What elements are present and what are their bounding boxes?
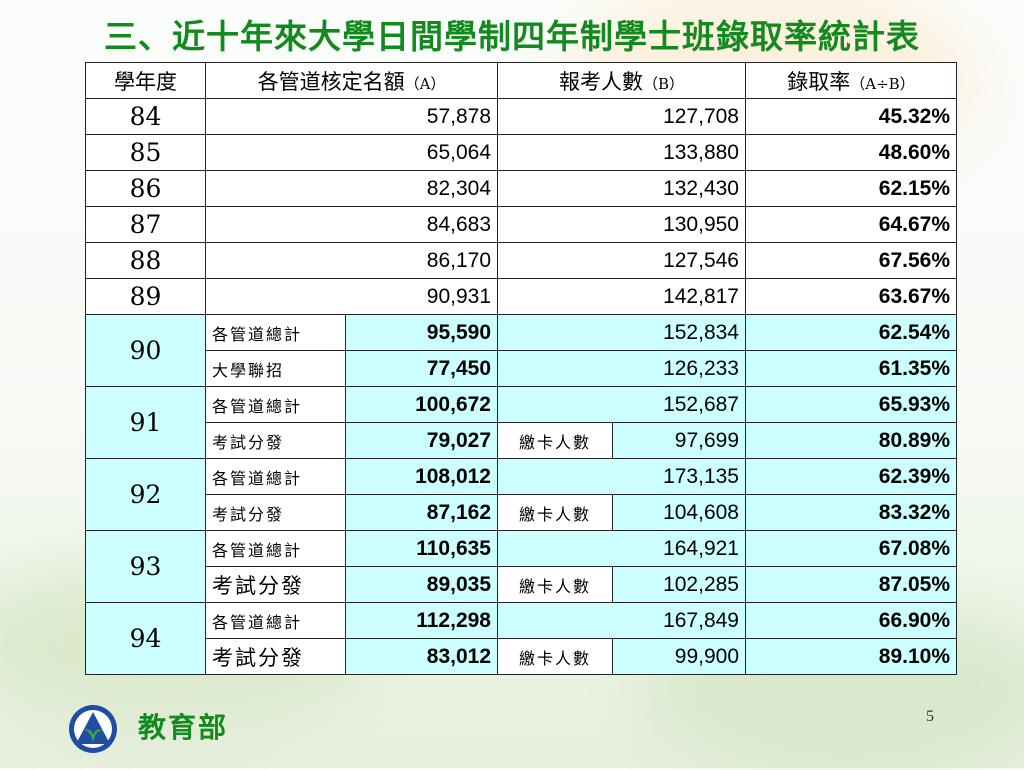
- table-row: 87 84,683 130,950 64.67%: [85, 206, 957, 243]
- rate-cell: 62.39%: [745, 458, 957, 495]
- table-row: 85 65,064 133,880 48.60%: [85, 134, 957, 171]
- rate-cell: 63.67%: [745, 278, 957, 315]
- year-cell: 86: [85, 170, 206, 207]
- quota-cell: 57,878: [205, 98, 498, 135]
- table-row: 考試分發 83,012 繳卡人數 99,900 89.10%: [86, 638, 957, 675]
- table-row: 考試分發 89,035 繳卡人數 102,285 87.05%: [86, 566, 957, 603]
- quota-cell: 90,931: [205, 278, 498, 315]
- year-cell: 85: [85, 134, 206, 171]
- admission-rate-table: 學年度 各管道核定名額（A） 報考人數（B） 錄取率（A÷B） 84 57,878…: [85, 62, 957, 675]
- quota-cell: 86,170: [205, 242, 498, 279]
- card-count-label: 繳卡人數: [497, 422, 613, 459]
- rate-cell: 62.54%: [745, 314, 957, 351]
- ministry-logo: [69, 705, 117, 753]
- applicants-cell: 132,430: [497, 170, 746, 207]
- year-cell: 91: [85, 386, 206, 459]
- table-row: 91 各管道總計 100,672 152,687 65.93%: [85, 386, 957, 459]
- rate-cell: 62.15%: [745, 170, 957, 207]
- quota-cell: 112,298: [345, 602, 498, 639]
- year-cell: 89: [85, 278, 206, 315]
- applicants-cell: 142,817: [497, 278, 746, 315]
- rate-cell: 45.32%: [745, 98, 957, 135]
- year-cell: 88: [85, 242, 206, 279]
- quota-cell: 65,064: [205, 134, 498, 171]
- rate-cell: 64.67%: [745, 206, 957, 243]
- header-applicants: 報考人數（B）: [497, 62, 746, 99]
- organization-name: 教育部: [138, 711, 229, 744]
- applicants-cell: 127,546: [497, 242, 746, 279]
- table-row: 93 各管道總計 110,635 164,921 67.08%: [85, 530, 957, 603]
- applicants-cell: 126,233: [497, 350, 746, 387]
- table-row: 90 各管道總計 95,590 152,834 62.54%: [85, 314, 957, 387]
- applicants-cell: 127,708: [497, 98, 746, 135]
- applicants-cell: 167,849: [497, 602, 746, 639]
- year-cell: 87: [85, 206, 206, 243]
- channel-label: 考試分發: [205, 422, 346, 459]
- year-cell: 84: [85, 98, 206, 135]
- channel-label: 各管道總計: [205, 386, 346, 423]
- quota-cell: 95,590: [345, 314, 498, 351]
- table-row: 89 90,931 142,817 63.67%: [85, 278, 957, 315]
- table-row: 88 86,170 127,546 67.56%: [85, 242, 957, 279]
- quota-cell: 100,672: [345, 386, 498, 423]
- applicants-cell: 130,950: [497, 206, 746, 243]
- quota-cell: 84,683: [205, 206, 498, 243]
- table-row: 84 57,878 127,708 45.32%: [85, 98, 957, 135]
- quota-cell: 77,450: [345, 350, 498, 387]
- rate-cell: 67.56%: [745, 242, 957, 279]
- card-count-label: 繳卡人數: [497, 638, 613, 675]
- applicants-cell: 104,608: [612, 494, 746, 531]
- applicants-cell: 133,880: [497, 134, 746, 171]
- rate-cell: 67.08%: [745, 530, 957, 567]
- quota-cell: 82,304: [205, 170, 498, 207]
- card-count-label: 繳卡人數: [497, 494, 613, 531]
- channel-label: 考試分發: [205, 494, 346, 531]
- applicants-cell: 152,834: [497, 314, 746, 351]
- year-cell: 92: [85, 458, 206, 531]
- channel-label: 各管道總計: [205, 458, 346, 495]
- rate-cell: 80.89%: [745, 422, 957, 459]
- quota-cell: 110,635: [345, 530, 498, 567]
- header-quota: 各管道核定名額（A）: [205, 62, 498, 99]
- applicants-cell: 102,285: [612, 566, 746, 603]
- table-row: 92 各管道總計 108,012 173,135 62.39%: [85, 458, 957, 531]
- rate-cell: 48.60%: [745, 134, 957, 171]
- table-row: 94 各管道總計 112,298 167,849 66.90%: [85, 602, 957, 675]
- table-header-row: 學年度 各管道核定名額（A） 報考人數（B） 錄取率（A÷B）: [85, 62, 957, 99]
- quota-cell: 89,035: [345, 566, 498, 603]
- table-row: 考試分發 87,162 繳卡人數 104,608 83.32%: [86, 494, 957, 531]
- rate-cell: 61.35%: [745, 350, 957, 387]
- quota-cell: 79,027: [345, 422, 498, 459]
- applicants-cell: 164,921: [497, 530, 746, 567]
- channel-label: 各管道總計: [205, 314, 346, 351]
- card-count-label: 繳卡人數: [497, 566, 613, 603]
- year-cell: 90: [85, 314, 206, 387]
- quota-cell: 108,012: [345, 458, 498, 495]
- applicants-cell: 97,699: [612, 422, 746, 459]
- channel-label: 各管道總計: [205, 602, 346, 639]
- table-row: 86 82,304 132,430 62.15%: [85, 170, 957, 207]
- applicants-cell: 152,687: [497, 386, 746, 423]
- rate-cell: 65.93%: [745, 386, 957, 423]
- rate-cell: 66.90%: [745, 602, 957, 639]
- table-row: 考試分發 79,027 繳卡人數 97,699 80.89%: [86, 422, 957, 459]
- rate-cell: 87.05%: [745, 566, 957, 603]
- channel-label: 各管道總計: [205, 530, 346, 567]
- quota-cell: 83,012: [345, 638, 498, 675]
- year-cell: 93: [85, 530, 206, 603]
- applicants-cell: 99,900: [612, 638, 746, 675]
- channel-label: 考試分發: [205, 566, 346, 603]
- channel-label: 考試分發: [205, 638, 346, 675]
- page-number: 5: [926, 708, 934, 725]
- header-rate: 錄取率（A÷B）: [745, 62, 957, 99]
- quota-cell: 87,162: [345, 494, 498, 531]
- table-row: 大學聯招 77,450 126,233 61.35%: [86, 350, 957, 387]
- rate-cell: 89.10%: [745, 638, 957, 675]
- rate-cell: 83.32%: [745, 494, 957, 531]
- year-cell: 94: [85, 602, 206, 675]
- page-title: 三、近十年來大學日間學制四年制學士班錄取率統計表: [104, 17, 920, 56]
- header-year: 學年度: [85, 62, 206, 99]
- applicants-cell: 173,135: [497, 458, 746, 495]
- channel-label: 大學聯招: [205, 350, 346, 387]
